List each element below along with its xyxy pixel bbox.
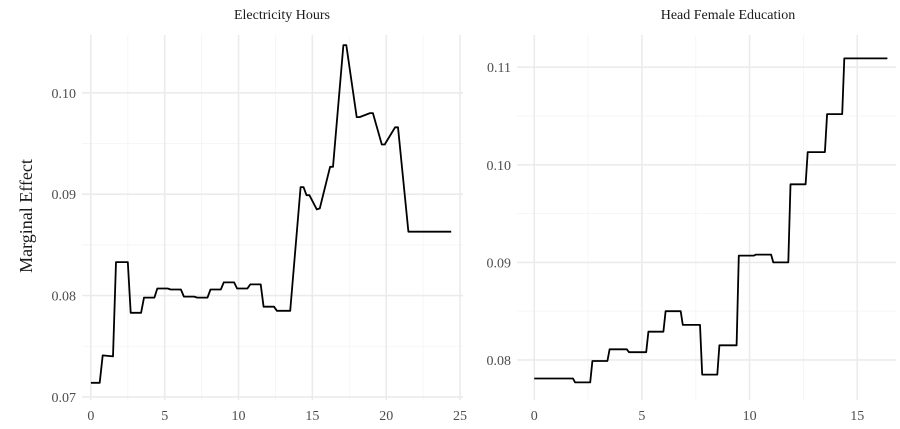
y-tick-label: 0.09 [487,256,512,271]
y-axis-label: Marginal Effect [16,159,36,273]
y-tick-label: 0.09 [52,188,77,203]
x-tick-label: 15 [850,409,864,424]
y-tick-label: 0.07 [52,391,77,406]
y-tick-label: 0.08 [52,290,77,305]
series-line-electricity-hours [90,44,452,384]
series-line-head-female-education [534,57,888,384]
x-tick-label: 5 [161,409,168,424]
panel-electricity-hours: Electricity Hours 0 5 10 15 20 25 0.07 0.08 0.09… [52,8,468,424]
panel-title-head-female-education: Head Female Education [661,8,796,23]
gridlines [517,35,896,400]
tick-labels: 0 5 10 15 0.08 0.09 0.10 0.11 [487,61,865,424]
tick-labels: 0 5 10 15 20 25 0.07 0.08 0.09 0.10 [52,87,468,424]
x-tick-label: 0 [87,409,94,424]
y-tick-label: 0.11 [487,61,511,76]
panel-head-female-education: Head Female Education 0 5 10 15 0.08 0.09 0.10… [487,8,896,424]
x-tick-label: 25 [453,409,467,424]
x-tick-label: 0 [531,409,538,424]
y-tick-label: 0.08 [487,354,512,369]
x-tick-label: 10 [232,409,246,424]
x-tick-label: 5 [638,409,645,424]
x-tick-label: 10 [743,409,757,424]
panel-title-electricity-hours: Electricity Hours [234,8,330,23]
y-tick-label: 0.10 [52,87,77,102]
y-tick-label: 0.10 [487,159,512,174]
x-tick-label: 15 [305,409,319,424]
gridlines [82,35,463,400]
x-tick-label: 20 [379,409,393,424]
